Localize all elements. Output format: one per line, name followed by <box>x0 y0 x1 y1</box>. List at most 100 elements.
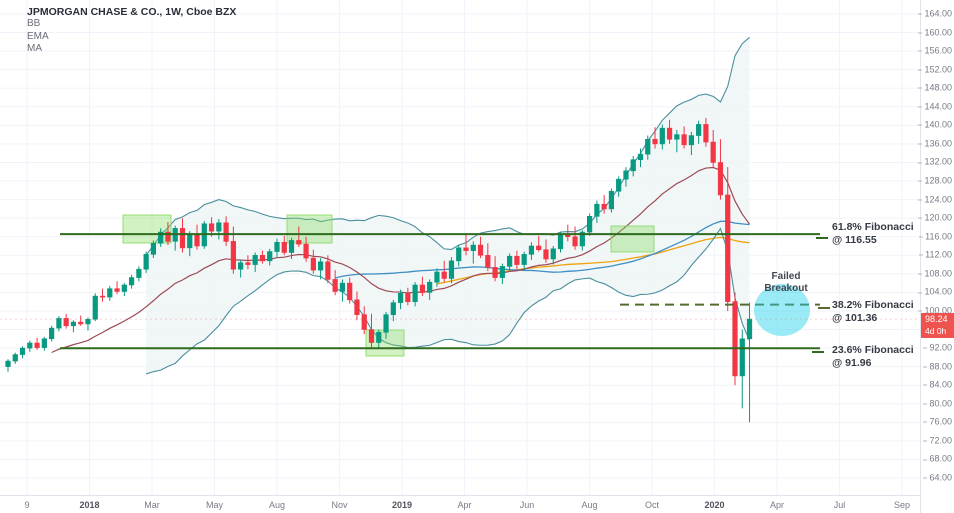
candle-body <box>230 241 236 270</box>
candle-body <box>652 138 658 145</box>
price-tick-label: 112.00 <box>925 249 952 260</box>
price-tick-104: 104.00 <box>918 287 952 297</box>
price-tick-label: 128.00 <box>924 175 952 186</box>
candle-body <box>296 240 302 245</box>
candle-body <box>194 234 200 247</box>
candle-body <box>659 127 665 145</box>
candle-body <box>136 268 142 278</box>
candle-body <box>383 314 389 333</box>
price-tick-dash <box>918 273 923 275</box>
chart-canvas <box>0 0 920 495</box>
candle-body <box>412 284 418 302</box>
candle-body <box>470 244 476 251</box>
candle-body <box>303 243 309 259</box>
price-tick-label: 140.00 <box>924 119 952 130</box>
candle-body <box>390 302 396 315</box>
candle-body <box>674 134 680 140</box>
price-tick-68: 68.00 <box>923 454 952 464</box>
time-tick-2019: 2019 <box>391 500 413 510</box>
time-axis[interactable]: 9 2018 Mar May Aug Nov 2019 Apr Jun Aug Oct 2020 Apr… <box>0 495 920 513</box>
fibonacci-lines[interactable] <box>60 233 820 350</box>
candle-body <box>550 248 556 260</box>
time-tick-9: 9 <box>24 500 30 510</box>
candle-body <box>434 271 440 283</box>
candle-body <box>34 342 40 348</box>
candle-body <box>223 222 229 242</box>
price-tick-120: 120.00 <box>918 213 952 223</box>
candle-body <box>318 261 324 271</box>
candle-body <box>485 254 491 268</box>
price-tick-label: 72.00 <box>929 435 952 446</box>
bar-countdown-marker[interactable]: 4d 0h <box>921 325 954 339</box>
candle-body <box>543 249 549 260</box>
price-tick-label: 76.00 <box>929 416 952 427</box>
price-axis[interactable]: 164.00 160.00 156.00 152.00 148.00 144.00 140.… <box>918 0 954 513</box>
candle-body <box>536 245 542 251</box>
price-tick-dash <box>923 403 928 405</box>
candle-body <box>347 282 353 301</box>
price-tick-dash <box>923 421 928 423</box>
candle-body <box>288 240 295 253</box>
candle-body <box>216 222 222 232</box>
price-tick-label: 136.00 <box>924 138 952 149</box>
candle-body <box>361 314 367 330</box>
candle-body <box>376 331 382 343</box>
time-tick-2018: 2018 <box>79 500 100 510</box>
candle-body <box>637 153 644 161</box>
candle-body <box>187 234 193 249</box>
candle-body <box>85 319 91 325</box>
candle-body <box>150 242 157 255</box>
candle-body <box>92 295 98 320</box>
time-tick-apr: Apr <box>769 500 785 510</box>
candle-body <box>616 178 622 192</box>
candle-body <box>739 338 745 377</box>
candle-body <box>63 318 69 327</box>
price-tick-label: 144.00 <box>924 101 952 112</box>
price-tick-108: 108.00 <box>918 269 952 278</box>
price-tick-dash <box>918 124 923 126</box>
price-tick-164: 164.00 <box>918 8 952 19</box>
candle-body <box>427 281 433 293</box>
price-tick-dash <box>918 69 923 71</box>
candle-body <box>441 271 447 279</box>
candle-body <box>732 301 738 377</box>
candle-body <box>594 203 600 217</box>
candle-body <box>528 245 535 255</box>
price-tick-dash <box>918 310 923 312</box>
price-tick-label: 164.00 <box>924 8 952 19</box>
price-tick-84: 84.00 <box>923 380 952 390</box>
candle-body <box>623 170 629 180</box>
candle-body <box>456 247 462 262</box>
chart-plot-area[interactable] <box>0 0 920 495</box>
price-tick-label: 108.00 <box>924 268 952 279</box>
candle-body <box>274 241 280 252</box>
price-tick-dash <box>923 477 928 479</box>
last-price-marker[interactable]: 98.24 <box>921 313 954 326</box>
price-tick-dash <box>918 217 923 219</box>
candle-body <box>586 216 593 233</box>
price-tick-156: 156.00 <box>918 46 952 56</box>
time-tick-oct: Oct <box>644 500 660 510</box>
candle-body <box>397 293 404 303</box>
candle-body <box>579 231 585 247</box>
candle-body <box>121 284 127 292</box>
price-tick-dash <box>923 366 928 368</box>
price-tick-124: 124.00 <box>918 195 952 204</box>
time-tick-jul: Jul <box>833 500 846 510</box>
candle-body <box>259 254 266 262</box>
price-tick-dash <box>918 106 923 108</box>
price-tick-80: 80.00 <box>923 399 952 408</box>
candle-body <box>499 266 505 278</box>
candle-body <box>78 321 84 325</box>
candle-body <box>645 138 651 155</box>
price-tick-112: 112.00 <box>919 249 952 260</box>
candle-body <box>514 255 520 265</box>
price-tick-140: 140.00 <box>918 119 952 130</box>
candle-body <box>238 262 244 270</box>
candle-body <box>339 282 346 292</box>
candle-body <box>332 279 338 292</box>
price-tick-dash <box>918 199 923 201</box>
candle-body <box>681 134 687 146</box>
price-tick-dash <box>918 162 923 164</box>
candle-body <box>448 260 455 279</box>
